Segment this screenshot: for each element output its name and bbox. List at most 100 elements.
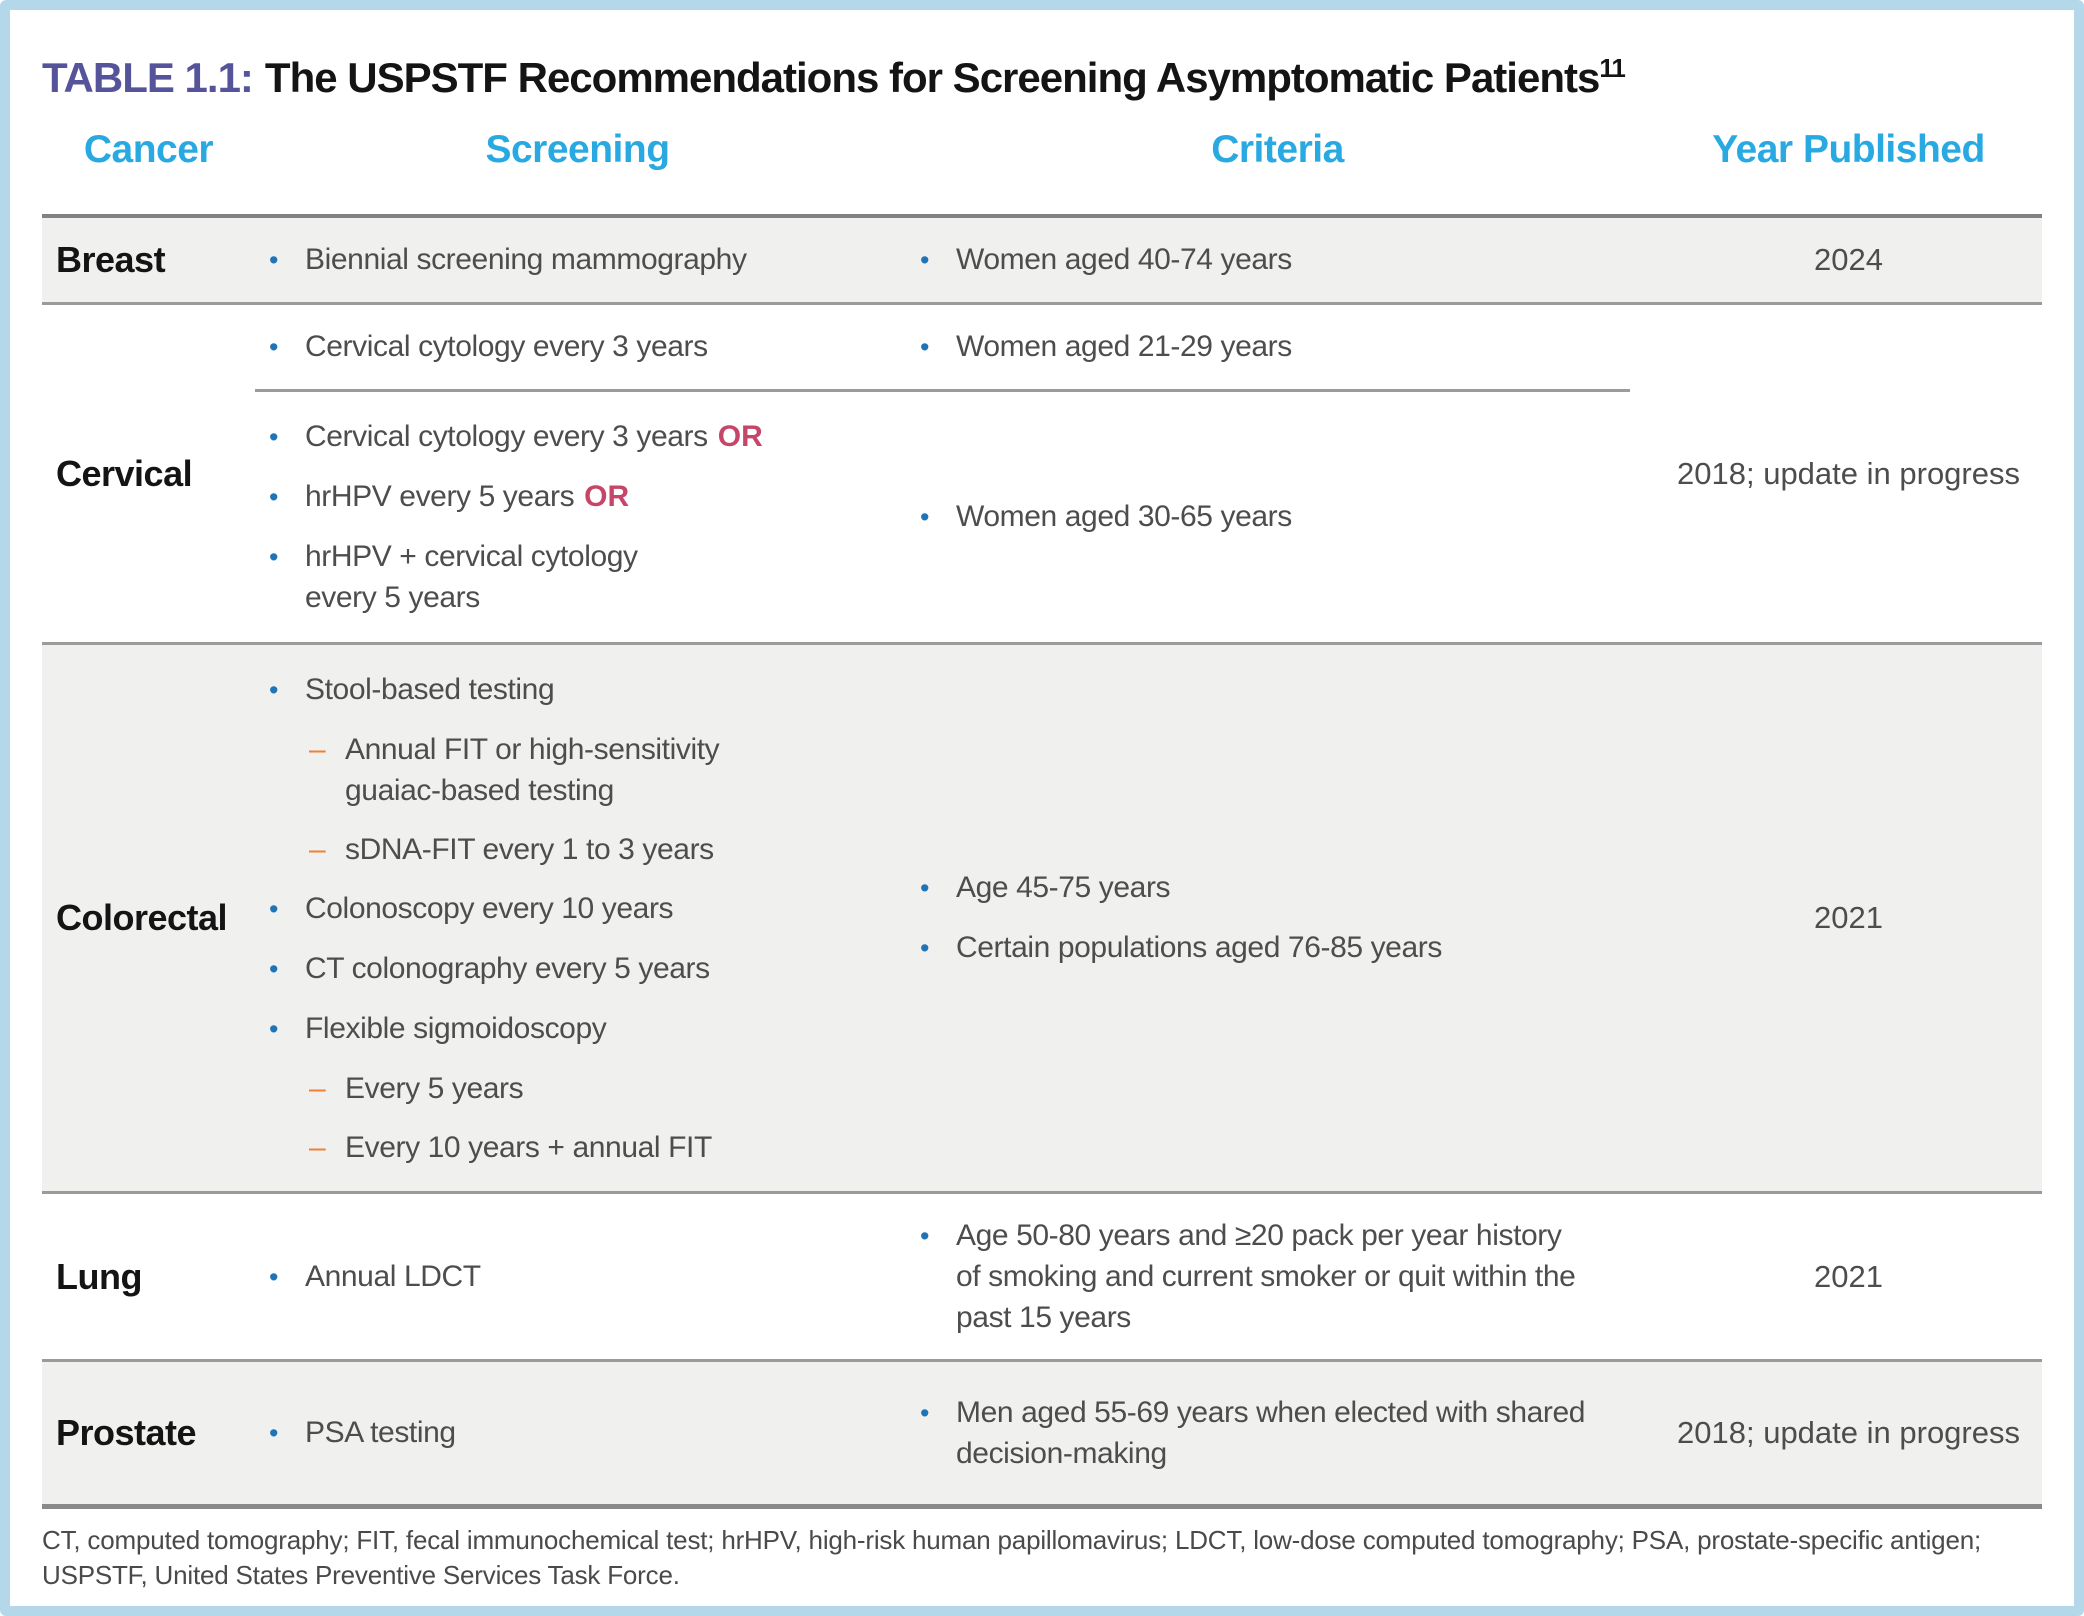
column-header-cancer: Cancer bbox=[83, 128, 214, 171]
list-item: Stool-based testing bbox=[269, 669, 900, 711]
bullet-icon bbox=[269, 948, 305, 990]
screening-text: CT colonography every 5 years bbox=[305, 951, 710, 985]
cancer-label: Prostate bbox=[56, 1412, 197, 1453]
criteria-text: Age 45-75 years bbox=[956, 871, 1171, 904]
screening-cell: Stool-based testing Annual FIT or high-s… bbox=[255, 645, 900, 1191]
cancer-cell: Cervical bbox=[42, 305, 255, 642]
bullet-icon bbox=[269, 536, 305, 618]
screening-text: Stool-based testing bbox=[305, 672, 555, 706]
criteria-text: Certain populations aged 76-85 years bbox=[956, 931, 1442, 964]
cancer-cell: Breast bbox=[42, 218, 255, 302]
list-item: Colonoscopy every 10 years bbox=[269, 888, 900, 930]
criteria-cell: Women aged 40-74 years bbox=[900, 218, 1655, 302]
cancer-label: Lung bbox=[56, 1255, 142, 1297]
bullet-icon bbox=[269, 239, 305, 281]
bullet-icon bbox=[269, 1256, 305, 1298]
abbreviation-key: CT, computed tomography; FIT, fecal immu… bbox=[42, 1523, 2054, 1593]
cancer-label: Breast bbox=[56, 239, 166, 280]
list-item: Cervical cytology every 3 years bbox=[269, 326, 900, 368]
screening-cell: Annual LDCT bbox=[255, 1194, 900, 1359]
screening-text: sDNA-FIT every 1 to 3 years bbox=[345, 832, 714, 866]
dash-icon bbox=[309, 829, 345, 870]
cancer-cell: Colorectal bbox=[42, 645, 255, 1191]
screening-text: Annual FIT or high-sensitivity bbox=[345, 732, 720, 766]
reference-superscript: 11 bbox=[1599, 53, 1625, 83]
year-published-cell: 2018; update in progress bbox=[1677, 455, 2020, 491]
year-published-cell: 2021 bbox=[1814, 900, 1883, 935]
cancer-cell: Lung bbox=[42, 1194, 255, 1359]
list-item: Annual LDCT bbox=[269, 1256, 900, 1298]
table-title-text: The USPSTF Recommendations for Screening… bbox=[264, 54, 1600, 101]
screening-cell-subrow-1: Cervical cytology every 3 years bbox=[255, 305, 900, 392]
table-header-row: Cancer Screening Criteria Year Published bbox=[42, 128, 2054, 214]
screening-text: Flexible sigmoidoscopy bbox=[305, 1011, 607, 1045]
criteria-cell: Age 45-75 years Certain populations aged… bbox=[900, 645, 1655, 1191]
table-number-label: TABLE 1.1: bbox=[42, 54, 254, 101]
screening-text: Cervical cytology every 3 years bbox=[305, 330, 708, 363]
year-published-cell: 2018; update in progress bbox=[1677, 1415, 2020, 1450]
dash-icon bbox=[309, 1068, 345, 1109]
screening-text: guaiac-based testing bbox=[345, 773, 614, 807]
page-title: TABLE 1.1: The USPSTF Recommendations for… bbox=[42, 54, 2054, 102]
cancer-label: Cervical bbox=[56, 452, 193, 494]
list-subitem: Every 5 years bbox=[269, 1068, 900, 1109]
criteria-cell: Men aged 55-69 years when elected with s… bbox=[900, 1362, 1655, 1504]
cancer-cell: Prostate bbox=[42, 1362, 255, 1504]
screening-text: Colonoscopy every 10 years bbox=[305, 891, 674, 925]
criteria-text: past 15 years bbox=[956, 1301, 1131, 1334]
screening-text: Every 10 years + annual FIT bbox=[345, 1130, 712, 1164]
abbreviation-key-line: CT, computed tomography; FIT, fecal immu… bbox=[42, 1525, 1981, 1555]
bullet-icon bbox=[920, 1215, 956, 1338]
list-item: PSA testing bbox=[269, 1412, 900, 1454]
or-connector: OR bbox=[584, 480, 630, 513]
list-item: Age 45-75 years bbox=[920, 867, 1655, 909]
table-row-cervical: Cervical Cervical cytology every 3 years… bbox=[42, 305, 2042, 645]
table-row-colorectal: Colorectal Stool-based testing Annual FI… bbox=[42, 645, 2042, 1194]
year-published-cell: 2021 bbox=[1814, 1258, 1883, 1294]
column-header-screening: Screening bbox=[485, 128, 670, 171]
screening-text: Cervical cytology every 3 years OR bbox=[305, 420, 763, 453]
or-connector: OR bbox=[717, 420, 763, 453]
criteria-text: Women aged 30-65 years bbox=[956, 500, 1292, 533]
criteria-cell: Age 50-80 years and ≥20 pack per year hi… bbox=[900, 1194, 1655, 1359]
year-published-cell: 2024 bbox=[1814, 242, 1883, 277]
criteria-text: decision-making bbox=[956, 1437, 1167, 1470]
bullet-icon bbox=[920, 927, 956, 969]
list-subitem: Every 10 years + annual FIT bbox=[269, 1127, 900, 1168]
table-row-lung: Lung Annual LDCT Age 50-80 years and ≥20… bbox=[42, 1194, 2042, 1362]
bullet-icon bbox=[920, 239, 956, 281]
bullet-icon bbox=[269, 669, 305, 711]
bullet-icon bbox=[269, 888, 305, 930]
criteria-cell-subrow-2: Women aged 30-65 years bbox=[900, 392, 1655, 642]
screening-text: PSA testing bbox=[305, 1416, 456, 1449]
list-item: CT colonography every 5 years bbox=[269, 948, 900, 990]
cancer-label: Colorectal bbox=[56, 897, 228, 938]
list-item: hrHPV + cervical cytology every 5 years bbox=[269, 536, 900, 618]
screening-text: every 5 years bbox=[305, 581, 480, 614]
list-item: Women aged 21-29 years bbox=[920, 326, 1630, 368]
column-header-year: Year Published bbox=[1712, 128, 1985, 171]
bullet-icon bbox=[269, 476, 305, 518]
column-header-criteria: Criteria bbox=[1211, 128, 1344, 171]
bullet-icon bbox=[920, 867, 956, 909]
criteria-text: Men aged 55-69 years when elected with s… bbox=[956, 1396, 1586, 1429]
criteria-text: Women aged 21-29 years bbox=[956, 330, 1292, 363]
list-item: Women aged 40-74 years bbox=[920, 239, 1655, 281]
screening-text: hrHPV every 5 years OR bbox=[305, 480, 630, 513]
criteria-text: of smoking and current smoker or quit wi… bbox=[956, 1260, 1576, 1293]
dash-icon bbox=[309, 729, 345, 811]
list-item: Certain populations aged 76-85 years bbox=[920, 927, 1655, 969]
screening-cell: PSA testing bbox=[255, 1362, 900, 1504]
list-subitem: Annual FIT or high-sensitivity guaiac-ba… bbox=[269, 729, 900, 811]
bullet-icon bbox=[269, 416, 305, 458]
bullet-icon bbox=[920, 496, 956, 538]
table-row-prostate: Prostate PSA testing Men aged 55-69 year… bbox=[42, 1362, 2042, 1509]
bullet-icon bbox=[269, 1008, 305, 1050]
bullet-icon bbox=[269, 1412, 305, 1454]
screening-text: Every 5 years bbox=[345, 1071, 524, 1105]
list-item: Men aged 55-69 years when elected with s… bbox=[920, 1392, 1655, 1474]
